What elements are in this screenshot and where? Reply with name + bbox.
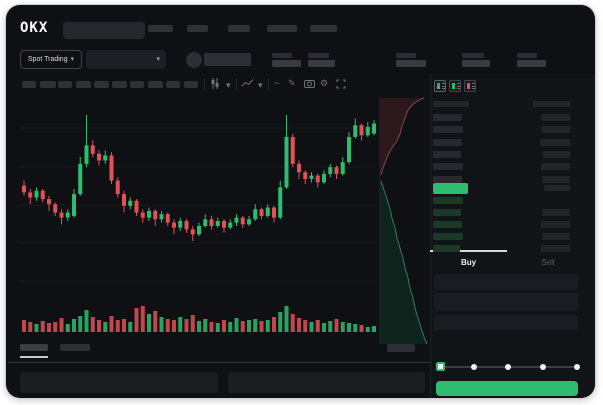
orderbook-ask-amount xyxy=(542,176,570,183)
orderbook-bid-amount xyxy=(542,209,570,216)
nav-item-3[interactable] xyxy=(228,25,250,32)
orderbook-bid-amount xyxy=(541,245,570,252)
orderbook-bid-amount xyxy=(542,233,570,240)
orderbook-ask-amount xyxy=(543,151,570,158)
bottom-right-control-2[interactable] xyxy=(387,344,415,352)
stat-label-3 xyxy=(396,53,416,58)
slider-dot-3[interactable] xyxy=(540,364,546,370)
orderbook-ask-price[interactable] xyxy=(433,163,463,170)
bottom-panel-right xyxy=(228,372,425,393)
orderbook-ask-price[interactable] xyxy=(433,151,461,158)
interval-button-7[interactable] xyxy=(130,81,144,88)
tab-buy[interactable]: Buy xyxy=(460,257,477,267)
bottom-panel-left xyxy=(20,372,218,393)
last-price-display xyxy=(204,53,251,66)
market-type-dropdown[interactable]: Spot Trading ▾ xyxy=(20,50,82,69)
divider xyxy=(8,362,432,363)
interval-button-2[interactable] xyxy=(40,81,56,88)
okx-app-window: OKX Spot Trading ▾ ▾ ▾ ▾ ~ ✎ ⚙ xyxy=(6,5,595,398)
order-total-field[interactable] xyxy=(434,315,578,330)
candle-style-icon[interactable] xyxy=(210,78,220,92)
stat-value-5 xyxy=(517,60,546,67)
draw-tool-icon[interactable]: ✎ xyxy=(288,78,296,88)
orderbook-ask-price[interactable] xyxy=(433,176,462,183)
nav-item-2[interactable] xyxy=(187,25,208,32)
coin-logo-icon xyxy=(186,52,202,68)
bottom-tab-1[interactable] xyxy=(20,344,48,351)
stat-label-1 xyxy=(272,53,292,58)
market-type-label: Spot Trading xyxy=(27,56,68,63)
chevron-down-icon: ▾ xyxy=(70,56,75,63)
stat-value-4 xyxy=(462,60,490,67)
interval-button-3[interactable] xyxy=(58,81,72,88)
interval-button-6[interactable] xyxy=(112,81,127,88)
chevron-down-icon[interactable]: ▾ xyxy=(258,80,263,90)
orderbook-colorbar xyxy=(437,83,440,89)
slider-handle[interactable] xyxy=(436,362,445,371)
orderbook-bid-price[interactable] xyxy=(433,245,460,252)
gear-icon[interactable]: ⚙ xyxy=(320,78,329,88)
orderbook-ask-price[interactable] xyxy=(433,139,462,146)
interval-button-4[interactable] xyxy=(76,81,91,88)
stat-label-2 xyxy=(308,53,329,58)
orderbook-bid-price[interactable] xyxy=(433,233,463,240)
stat-value-1 xyxy=(272,60,301,67)
camera-icon[interactable] xyxy=(304,79,315,91)
indicators-icon[interactable] xyxy=(241,78,254,91)
orderbook-bid-price[interactable] xyxy=(433,197,463,204)
buy-button[interactable] xyxy=(436,381,578,396)
orderbook-last-price[interactable] xyxy=(433,183,468,194)
orderbook-col-header-amount xyxy=(533,101,570,107)
okx-logo: OKX xyxy=(20,20,49,36)
orderbook-bid-amount xyxy=(541,221,570,228)
orderbook-ask-price[interactable] xyxy=(433,114,462,121)
chevron-down-icon: ▾ xyxy=(156,56,160,63)
slider-dot-2[interactable] xyxy=(505,364,511,370)
toolbar-divider xyxy=(268,79,269,90)
stat-value-3 xyxy=(396,60,426,67)
search-input[interactable] xyxy=(63,22,145,39)
toolbar-divider xyxy=(204,79,205,90)
interval-button-1[interactable] xyxy=(22,81,36,88)
orderbook-colorbar xyxy=(467,83,470,89)
orderbook-colorbar xyxy=(452,83,455,89)
line-tool-icon[interactable]: ~ xyxy=(274,78,280,88)
orderbook-ask-amount xyxy=(541,163,570,170)
orderbook-ask-price[interactable] xyxy=(433,126,463,133)
orderbook-last-amount xyxy=(544,185,570,191)
orderbook-bid-price[interactable] xyxy=(433,209,461,216)
orderbook-layout-all-icon[interactable] xyxy=(434,80,446,92)
orderbook-ask-amount xyxy=(540,139,570,146)
orderbook-layout-asks-icon[interactable] xyxy=(464,80,476,92)
interval-button-8[interactable] xyxy=(148,81,163,88)
orderbook-bid-price[interactable] xyxy=(433,221,462,228)
candlestick-chart[interactable] xyxy=(20,96,376,336)
nav-item-1[interactable] xyxy=(148,25,173,32)
orderbook-ask-amount xyxy=(542,126,570,133)
bottom-tab-2[interactable] xyxy=(60,344,90,351)
stat-value-2 xyxy=(308,60,335,67)
order-price-field[interactable] xyxy=(434,274,578,290)
trading-pair-dropdown[interactable]: ▾ xyxy=(86,50,166,69)
active-tab-indicator xyxy=(430,250,507,252)
fullscreen-icon[interactable] xyxy=(336,79,346,92)
orderbook-layout-bids-icon[interactable] xyxy=(449,80,461,92)
interval-button-9[interactable] xyxy=(166,81,180,88)
orderbook-ask-amount xyxy=(541,114,570,121)
nav-item-4[interactable] xyxy=(267,25,297,32)
tab-sell[interactable]: Sell xyxy=(541,257,555,267)
stat-label-4 xyxy=(462,53,484,58)
stat-label-5 xyxy=(517,53,537,58)
slider-dot-4[interactable] xyxy=(574,364,580,370)
bottom-tab-active-underline xyxy=(20,356,48,358)
order-amount-field[interactable] xyxy=(434,293,578,311)
orderbook-col-header-price xyxy=(433,101,469,107)
interval-button-10[interactable] xyxy=(184,81,198,88)
depth-chart[interactable] xyxy=(377,96,432,346)
interval-button-5[interactable] xyxy=(94,81,109,88)
toolbar-divider xyxy=(236,79,237,90)
nav-item-5[interactable] xyxy=(310,25,337,32)
slider-dot-1[interactable] xyxy=(471,364,477,370)
chevron-down-icon[interactable]: ▾ xyxy=(226,80,231,90)
